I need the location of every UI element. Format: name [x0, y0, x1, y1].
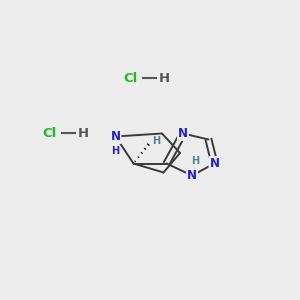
Text: N: N [110, 130, 121, 143]
Text: Cl: Cl [123, 71, 137, 85]
Text: H: H [191, 156, 199, 166]
Text: N: N [209, 157, 220, 170]
Text: H: H [111, 146, 120, 157]
Text: N: N [178, 127, 188, 140]
Text: N: N [187, 169, 197, 182]
Text: Cl: Cl [42, 127, 56, 140]
Text: H: H [152, 136, 161, 146]
Text: H: H [159, 71, 170, 85]
Text: H: H [78, 127, 89, 140]
